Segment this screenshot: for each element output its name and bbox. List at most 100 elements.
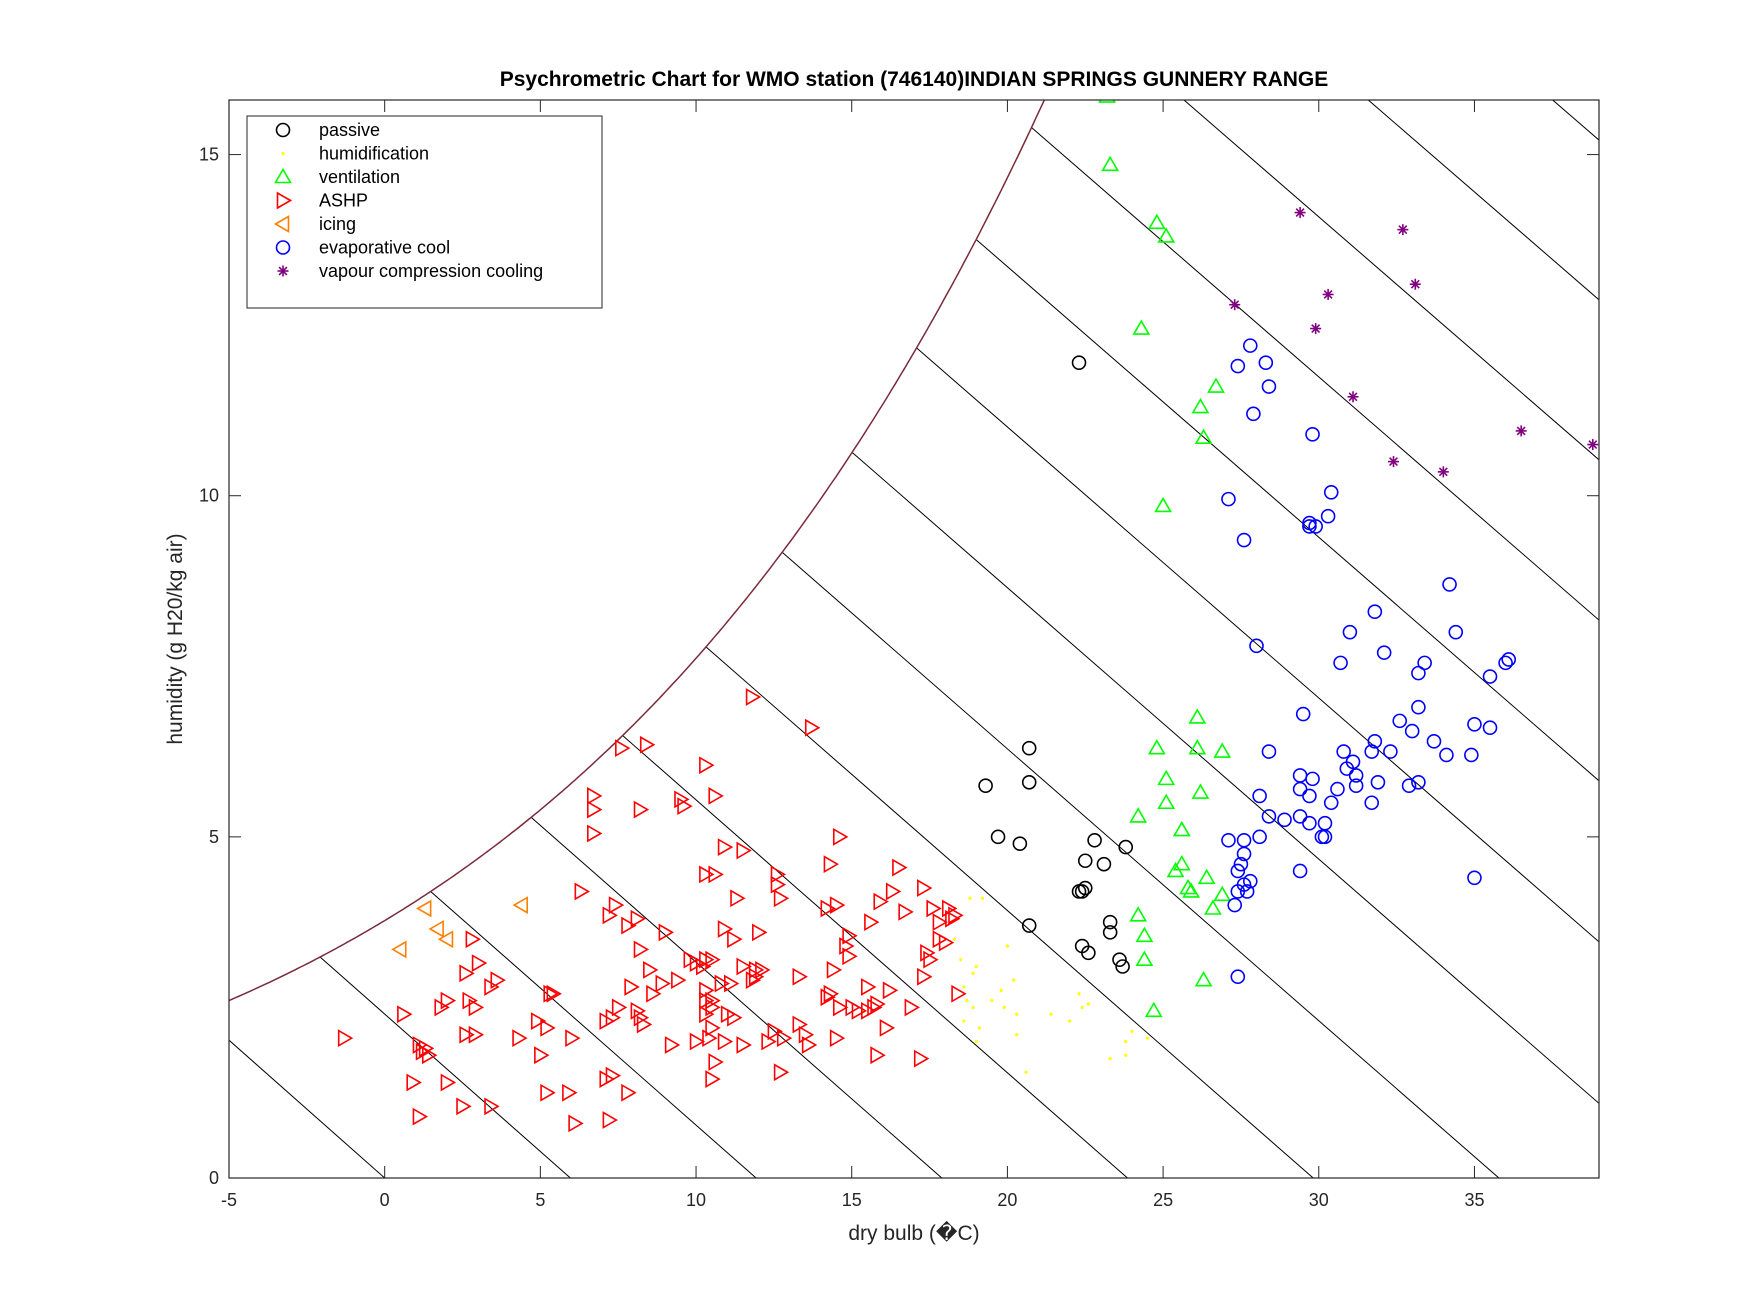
point-passive [1102,925,1118,940]
point-evaporative-cool [1308,519,1323,534]
point-ASHP [842,947,858,966]
point-passive [1102,914,1118,930]
point-ventilation [1194,428,1213,445]
point-ventilation [1213,885,1232,902]
point-humidification [1015,1012,1019,1016]
point-ASHP [699,1005,715,1024]
point-humidification [974,1039,978,1044]
point-ASHP [621,1083,637,1102]
point-passive [1112,952,1127,967]
point-ASHP [860,978,877,996]
point-evaporative-cool [1467,870,1482,886]
enthalpy-line [975,239,1599,782]
y-tick-label: 10 [199,486,219,506]
point-ASHP [664,1036,681,1054]
point-ASHP [920,943,936,962]
plot-frame [228,99,1600,1179]
point-ventilation [1166,861,1185,878]
point-ASHP [745,971,762,990]
point-evaporative-cool [1249,638,1264,654]
point-ASHP [705,1070,721,1088]
point-evaporative-cool [1342,624,1358,640]
point-ventilation [1172,855,1191,871]
legend-label-humidification: humidification [319,144,429,164]
x-tick-label: 10 [686,1190,706,1210]
point-evaporative-cool [1261,744,1277,759]
point-ASHP [421,1046,438,1065]
point-ASHP [832,998,849,1017]
point-ASHP [337,1029,354,1048]
point-ASHP [755,961,771,979]
point-passive [1096,856,1112,872]
point-ASHP [702,1029,718,1048]
point-ASHP [951,984,967,1003]
point-humidification [968,896,972,900]
point-ASHP [923,950,939,969]
point-vapour-compression-cooling [1294,207,1306,219]
point-ASHP [767,1022,783,1041]
point-ASHP [736,1036,752,1054]
point-ASHP [801,1036,818,1054]
point-ASHP [546,984,562,1003]
point-ASHP [892,858,908,877]
point-ventilation [1188,739,1207,755]
point-ASHP [870,1046,886,1065]
enthalpy-line [229,1039,386,1178]
point-ASHP [776,1029,793,1048]
point-evaporative-cool [1233,856,1249,872]
point-evaporative-cool [1339,761,1355,776]
point-vapour-compression-cooling [1388,456,1399,468]
point-evaporative-cool [1230,884,1246,899]
star-stroke [1348,392,1358,402]
x-tick-label: 30 [1309,1190,1329,1210]
point-evaporative-cool [1277,812,1292,828]
point-evaporative-cool [1411,774,1426,790]
legend-label-icing: icing [319,214,356,234]
point-ASHP [633,940,650,959]
legend-marker-ASHP [276,191,293,210]
point-humidification [980,896,985,900]
point-humidification [999,988,1003,992]
point-evaporative-cool [1246,406,1261,422]
point-evaporative-cool [1348,778,1364,793]
point-ASHP [736,957,752,976]
point-passive [1021,740,1037,756]
point-ventilation [1194,971,1213,987]
x-tick-label: -5 [221,1190,237,1210]
point-vapour-compression-cooling [1515,425,1527,437]
point-humidification [1024,1070,1028,1074]
point-evaporative-cool [1448,624,1464,640]
point-ventilation [1157,227,1176,243]
point-humidification [1015,1033,1019,1037]
point-ASHP [456,1097,472,1116]
legend-label-vapour-compression-cooling: vapour compression cooling [319,261,543,281]
point-humidification [1068,1019,1072,1023]
point-evaporative-cool [1364,744,1380,759]
point-ASHP [465,930,481,949]
point-ASHP [534,1046,550,1065]
point-ventilation [1191,783,1210,799]
point-evaporative-cool [1302,788,1317,804]
point-ventilation [1179,878,1197,895]
point-passive [1071,884,1087,899]
point-ASHP [829,1029,846,1048]
point-ASHP [932,913,949,932]
point-humidification [1086,1002,1090,1006]
point-ASHP [674,790,690,809]
point-ASHP [770,875,787,894]
point-ASHP [643,961,659,979]
point-ASHP [885,882,902,901]
y-tick-label: 15 [199,145,219,165]
point-ventilation [1182,882,1200,898]
star-stroke [1389,457,1398,467]
point-ASHP [484,1097,500,1116]
point-humidification [1012,978,1016,982]
point-ventilation [1129,906,1148,922]
point-humidification [977,1026,981,1030]
point-ASHP [699,865,715,884]
point-humidification [971,971,975,975]
point-evaporative-cool [1258,355,1274,370]
point-evaporative-cool [1252,829,1267,845]
point-evaporative-cool [1292,863,1308,879]
